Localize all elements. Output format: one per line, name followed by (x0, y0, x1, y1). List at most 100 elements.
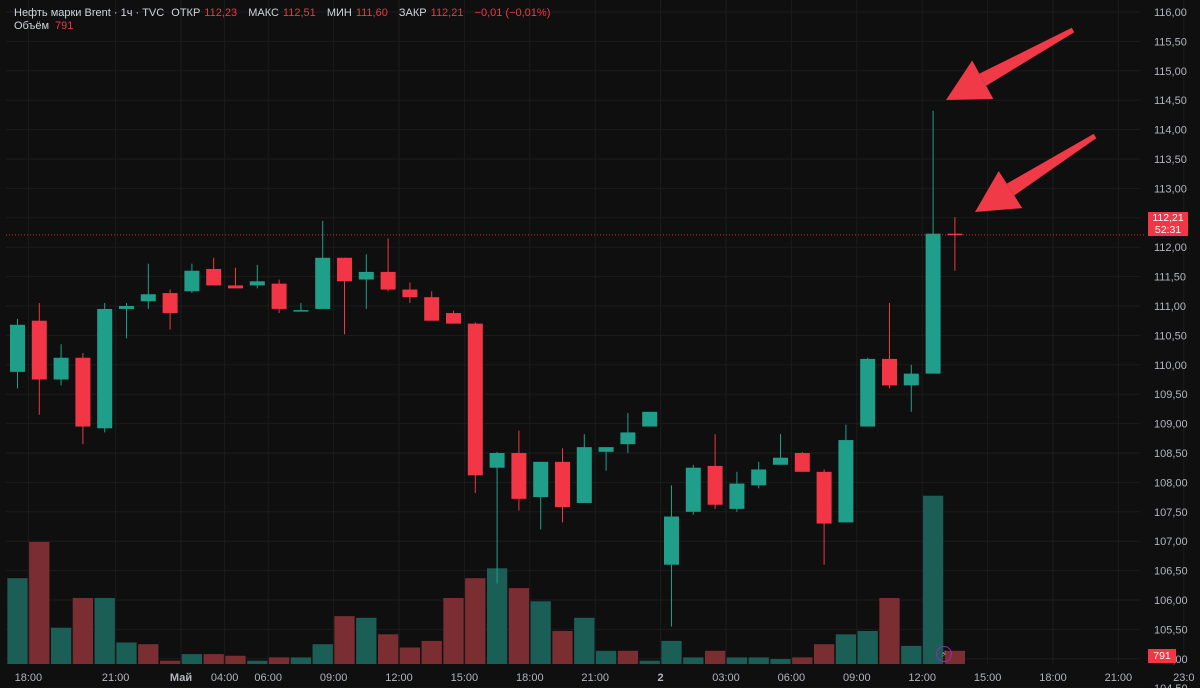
volume-bar (465, 578, 486, 664)
time-tick-label: 09:00 (320, 672, 348, 684)
change-value: −0,01 (−0,01%) (474, 7, 551, 19)
price-tick-label: 107,00 (1154, 536, 1188, 548)
annotation-arrow (975, 133, 1097, 212)
time-tick-label: Май (170, 672, 192, 684)
candle (184, 263, 200, 294)
candle (707, 434, 723, 509)
volume-bar (159, 660, 181, 664)
candle (620, 413, 636, 453)
price-tick-label: 104,50 (1154, 683, 1188, 688)
candle (162, 289, 178, 330)
candle-body (882, 358, 897, 386)
candle (598, 447, 614, 471)
price-tick-label: 113,50 (1154, 154, 1187, 166)
volume-label[interactable]: Объём (14, 20, 50, 32)
annotation-arrows (946, 27, 1097, 212)
candle (424, 291, 440, 321)
grid-lines (6, 0, 1185, 688)
candle-body (402, 289, 418, 298)
volume-bar (726, 657, 748, 664)
candle-body (10, 324, 25, 372)
price-tick-label: 111,50 (1154, 272, 1186, 284)
candle (947, 217, 963, 271)
price-tick-label: 106,50 (1154, 566, 1188, 578)
time-tick-label: 04:00 (211, 672, 239, 684)
close-label: ЗАКР (398, 7, 427, 19)
candle (773, 434, 788, 465)
candle-body (271, 283, 287, 309)
candle-body (925, 233, 941, 374)
volume-bar (595, 650, 617, 664)
candle-body (53, 357, 69, 380)
candle (903, 364, 919, 412)
price-tick-label: 116,00 (1154, 7, 1187, 19)
candle-body (903, 373, 919, 386)
volume-value: 791 (55, 20, 74, 32)
volume-bar (486, 568, 508, 664)
volume-bar (617, 650, 639, 664)
candle-body (642, 411, 658, 427)
candle (402, 282, 418, 304)
volume-bar (377, 634, 399, 664)
volume-bar (181, 654, 203, 664)
price-axis[interactable]: 116,00 115,50 115,00 114,50 114,00 113,50 113,… (1154, 7, 1188, 688)
volume-bar (639, 660, 660, 664)
candle-body (620, 432, 636, 445)
time-tick-label: 09:00 (843, 672, 871, 684)
time-tick-label: 21:00 (581, 672, 609, 684)
time-tick-label: 2 (658, 672, 664, 684)
candle (380, 238, 396, 292)
last-volume-badge: 791 (1148, 649, 1176, 663)
volume-bar (7, 578, 28, 664)
candle-body (337, 257, 352, 282)
volume-bar (225, 655, 246, 664)
lightning-icon[interactable]: ⚡ (936, 646, 952, 662)
time-tick-label: 21:00 (1105, 672, 1133, 684)
candle-body (140, 294, 156, 302)
candle-body (838, 440, 854, 523)
time-tick-label: 06:00 (778, 672, 806, 684)
candle (729, 471, 745, 512)
volume-bar (312, 644, 333, 664)
candle-body (358, 271, 374, 280)
arrow-shaft (979, 27, 1075, 86)
candle (794, 451, 810, 472)
candle (293, 303, 309, 312)
candle (10, 318, 25, 389)
candle-body (751, 469, 767, 486)
time-tick-label: 21:00 (102, 672, 130, 684)
candles (10, 110, 963, 627)
price-tick-label: 110,50 (1154, 330, 1187, 342)
candle (31, 303, 47, 415)
candle (925, 110, 941, 374)
candle (315, 220, 331, 309)
candle-body (249, 281, 265, 286)
volume-bar (552, 631, 573, 664)
price-tick-label: 113,00 (1154, 183, 1187, 195)
candle-body (228, 285, 243, 289)
candle-body (685, 467, 701, 512)
price-tick-label: 109,00 (1154, 419, 1188, 431)
symbol-title[interactable]: Нефть марки Brent · 1ч · TVC (14, 7, 165, 19)
volume-bar (443, 598, 464, 664)
price-tick-label: 111,00 (1154, 301, 1186, 313)
candle (685, 464, 701, 515)
candle-body (860, 358, 876, 427)
volume-bar (813, 644, 835, 664)
candle (664, 485, 679, 627)
candle-body (794, 453, 810, 472)
candle (642, 411, 658, 427)
volume-bar (574, 617, 595, 664)
time-tick-label: 12:00 (385, 672, 413, 684)
time-tick-label: 06:00 (254, 672, 282, 684)
volume-bar (268, 657, 290, 664)
annotation-arrow (946, 27, 1075, 100)
candle (467, 322, 483, 493)
time-axis[interactable]: 18:00 21:00 Май 04:00 06:00 09:00 12:00 15:00 18… (15, 672, 1195, 684)
candle-body (773, 457, 788, 465)
open-value: 112,23 (204, 7, 238, 19)
candle-body (75, 357, 91, 427)
volume-bar (399, 647, 421, 664)
candle-body (511, 453, 527, 499)
